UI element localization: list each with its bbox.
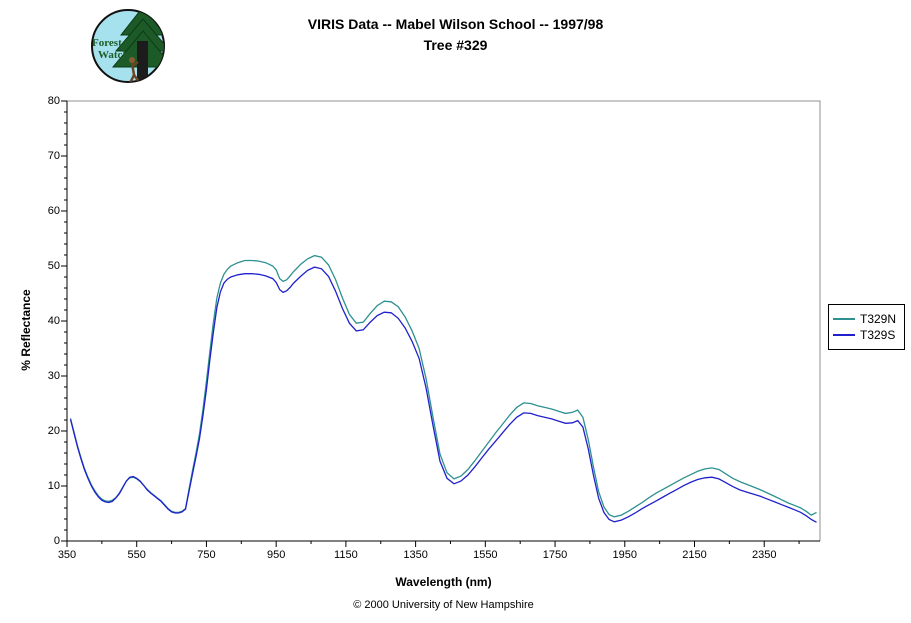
x-tick-label: 2150 xyxy=(682,549,707,561)
pine-tree-icon xyxy=(111,10,164,82)
legend-entry-T329S: T329S xyxy=(833,327,900,343)
y-tick-label: 10 xyxy=(47,480,60,492)
legend: T329N T329S xyxy=(828,304,905,350)
y-tick-label: 60 xyxy=(47,205,60,217)
x-tick-label: 1150 xyxy=(334,549,358,561)
legend-entry-T329N: T329N xyxy=(833,311,900,327)
plot-border xyxy=(67,100,821,541)
series-line-T329S xyxy=(69,266,817,523)
y-axis-title: % Reflectance xyxy=(19,289,33,371)
logo-text-forest: Forest xyxy=(92,37,122,49)
y-tick-label: 30 xyxy=(47,370,60,382)
x-axis-title: Wavelength (nm) xyxy=(395,575,492,589)
x-tick-label: 2350 xyxy=(751,549,777,561)
y-tick-label: 20 xyxy=(47,425,60,437)
legend-label: T329S xyxy=(860,328,896,342)
x-tick-label: 350 xyxy=(57,549,77,561)
y-tick-label: 50 xyxy=(47,260,60,272)
legend-line-swatch xyxy=(833,318,855,320)
forest-watch-logo: Forest Watch xyxy=(91,9,165,83)
legend-label: T329N xyxy=(860,312,897,326)
x-tick-label: 1350 xyxy=(403,549,428,561)
x-tick-label: 1750 xyxy=(542,549,568,561)
logo-text-watch: Watch xyxy=(98,49,129,61)
y-tick-label: 80 xyxy=(47,95,60,107)
legend-line-swatch xyxy=(833,334,855,336)
x-tick-label: 1950 xyxy=(612,549,637,561)
x-tick-label: 1550 xyxy=(473,549,498,561)
chart-title: VIRIS Data -- Mabel Wilson School -- 199… xyxy=(307,16,604,32)
x-tick-label: 550 xyxy=(127,549,146,561)
x-tick-label: 750 xyxy=(197,549,216,561)
y-tick-label: 70 xyxy=(47,150,60,162)
copyright-text: © 2000 University of New Hampshire xyxy=(353,599,534,611)
x-tick-label: 950 xyxy=(266,549,286,561)
chart-subtitle: Tree #329 xyxy=(423,37,488,53)
y-tick-label: 0 xyxy=(53,535,60,547)
y-tick-label: 40 xyxy=(47,315,60,327)
